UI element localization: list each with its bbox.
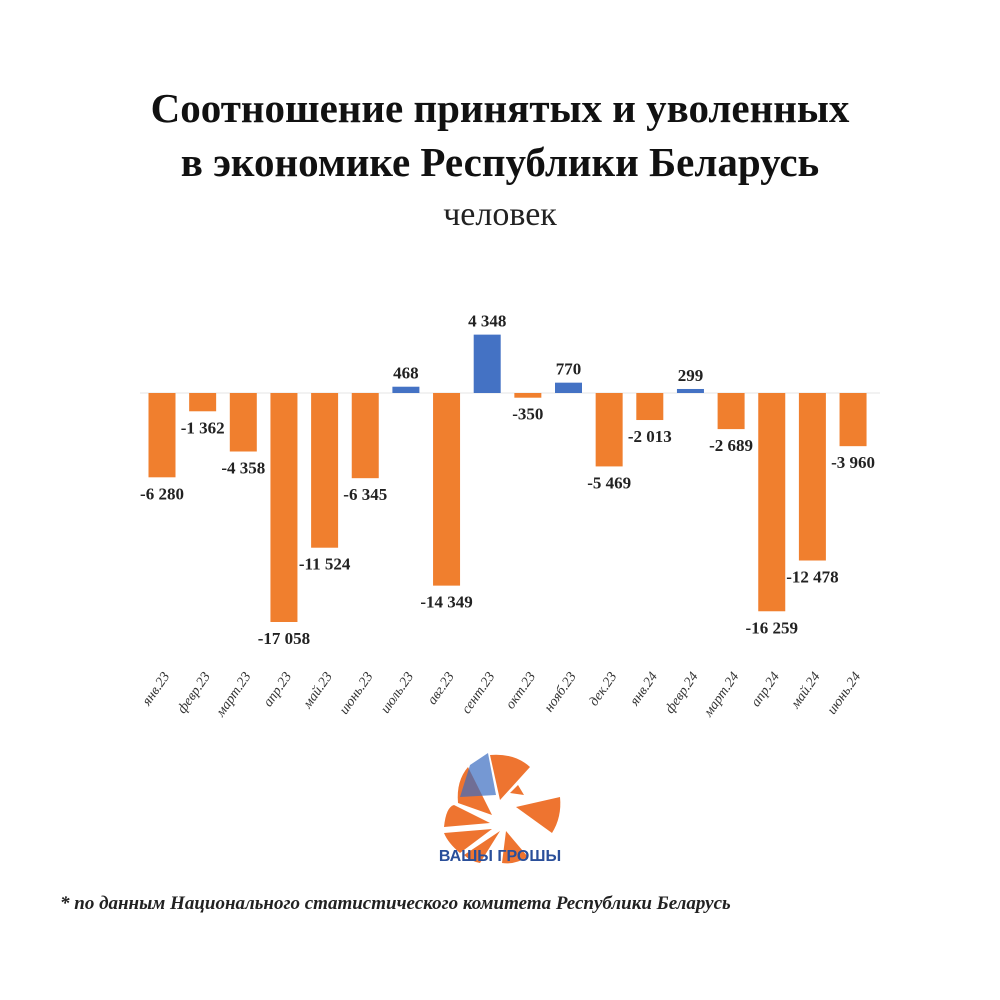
x-tick-label: февр.24 — [663, 670, 702, 717]
chart-title-line-1: Соотношение принятых и уволенных — [150, 85, 850, 131]
x-tick-label: янв.23 — [139, 670, 173, 710]
x-tick-label: июль.23 — [378, 670, 417, 717]
data-label: -2 689 — [709, 436, 753, 455]
chart-subtitle: человек — [443, 196, 557, 233]
data-label: -6 280 — [140, 484, 184, 503]
data-label: -3 960 — [831, 453, 875, 472]
bar-янв.24 — [636, 393, 664, 421]
x-tick-label: май.23 — [300, 670, 336, 713]
data-label: -4 358 — [221, 459, 265, 478]
footnote: * по данным Национального статистическог… — [60, 893, 731, 914]
data-label: -350 — [512, 405, 543, 424]
bar-апр.23 — [270, 393, 298, 622]
data-label: -2 013 — [628, 427, 672, 446]
bar-июнь.23 — [351, 393, 379, 479]
bar-авг.23 — [433, 393, 461, 586]
bar-дек.23 — [595, 393, 623, 467]
logo-text: ВАШЫ ГРОШЫ — [438, 848, 562, 865]
data-label: 468 — [393, 364, 419, 383]
data-label: -1 362 — [181, 418, 225, 437]
bar-март.23 — [229, 393, 257, 452]
chart-title-line-2: в экономике Республики Беларусь — [180, 139, 820, 185]
data-label: 770 — [556, 360, 582, 379]
data-label: -11 524 — [299, 555, 351, 574]
bar-май.24 — [798, 393, 826, 561]
bar-нояб.23 — [555, 382, 582, 393]
bar-окт.23 — [514, 393, 542, 398]
x-tick-label: авг.23 — [425, 670, 458, 708]
x-tick-label: нояб.23 — [542, 670, 580, 715]
x-tick-label: сент.23 — [459, 670, 498, 717]
x-tick-label: март.23 — [213, 670, 255, 721]
data-label: -17 058 — [258, 629, 310, 648]
bar-июль.23 — [392, 386, 420, 393]
bar-февр.23 — [189, 393, 217, 412]
bar-сент.23 — [473, 334, 501, 393]
bar-февр.24 — [676, 388, 704, 393]
data-label: 4 348 — [468, 312, 506, 331]
x-tick-label: дек.23 — [587, 670, 621, 709]
x-tick-label: март.24 — [701, 670, 743, 721]
data-label: -6 345 — [343, 485, 387, 504]
x-tick-label: апр.23 — [261, 670, 295, 710]
x-tick-label: янв.24 — [627, 670, 661, 710]
x-tick-label: июнь.24 — [825, 670, 865, 718]
data-label: -16 259 — [746, 618, 798, 637]
data-label: -14 349 — [420, 593, 472, 612]
x-tick-label: февр.23 — [175, 670, 214, 717]
bar-май.23 — [311, 393, 339, 548]
vashy-groshy-logo — [444, 753, 561, 864]
bar-апр.24 — [758, 393, 786, 612]
bar-март.24 — [717, 393, 745, 430]
x-tick-label: май.24 — [788, 670, 824, 713]
bar-янв.23 — [148, 393, 176, 478]
bar-chart: -6 280 янв.23 -1 362 февр.23 -4 358 март.23 -1… — [139, 312, 880, 721]
data-label: -12 478 — [786, 568, 838, 587]
x-tick-label: июнь.23 — [337, 670, 377, 718]
bar-июнь.24 — [839, 393, 867, 447]
data-label: 299 — [678, 366, 704, 385]
data-label: -5 469 — [587, 473, 631, 492]
x-tick-label: окт.23 — [503, 670, 539, 712]
x-tick-label: апр.24 — [749, 670, 783, 710]
